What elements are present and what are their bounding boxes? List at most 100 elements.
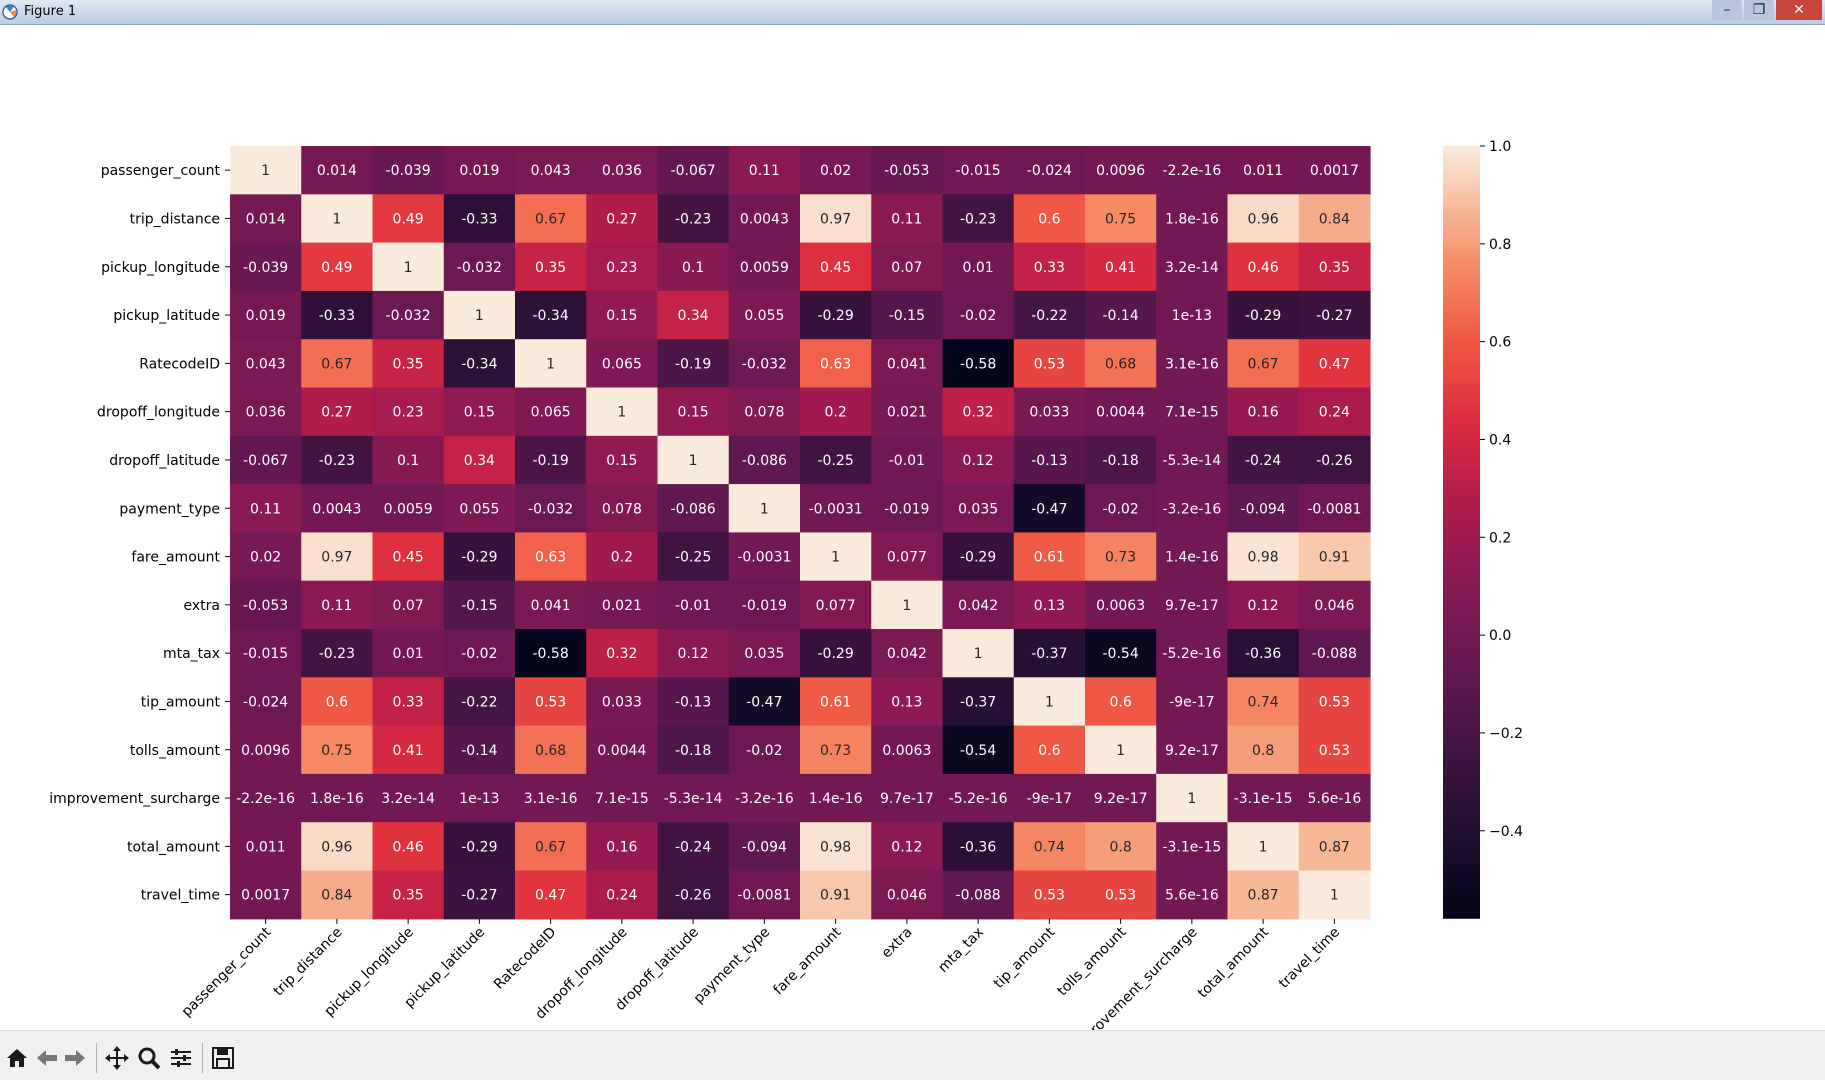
heatmap-cell <box>230 822 302 872</box>
cell-annotation: 0.041 <box>887 356 927 372</box>
cell-annotation: 0.53 <box>535 694 566 710</box>
heatmap-cell <box>657 194 730 244</box>
y-tick-label: payment_type <box>119 501 220 517</box>
cell-annotation: 0.2 <box>611 550 633 566</box>
colorbar-tick-label: 0.4 <box>1489 432 1511 448</box>
cell-annotation: -5.3e-14 <box>664 791 723 807</box>
heatmap-cell <box>1085 146 1157 195</box>
cell-annotation: 0.53 <box>1034 888 1065 904</box>
heatmap-cell <box>301 677 374 727</box>
cell-annotation: 0.0044 <box>1096 405 1145 421</box>
heatmap-cell <box>515 290 587 340</box>
heatmap-cell <box>657 146 730 195</box>
cell-annotation: 0.02 <box>250 550 281 566</box>
heatmap-cell <box>1013 773 1086 823</box>
heatmap-cell <box>1156 532 1229 582</box>
close-button[interactable]: ✕ <box>1776 0 1822 20</box>
minimize-button[interactable]: – <box>1712 0 1742 20</box>
cell-annotation: 0.73 <box>820 743 851 759</box>
x-tick-label: fare_amount <box>770 924 844 998</box>
cell-annotation: 0.47 <box>1319 356 1350 372</box>
home-button[interactable] <box>4 1045 30 1071</box>
cell-annotation: 0.014 <box>246 211 286 227</box>
cell-annotation: 9.2e-17 <box>1094 791 1148 807</box>
cell-annotation: -0.24 <box>675 839 711 855</box>
heatmap-cell <box>301 822 374 872</box>
heatmap-cell <box>586 629 659 678</box>
heatmap-cell <box>586 435 659 485</box>
cell-annotation: -0.29 <box>960 550 996 566</box>
cell-annotation: -0.019 <box>742 598 787 614</box>
y-tick-label: pickup_latitude <box>113 308 220 324</box>
heatmap-cell <box>1227 387 1300 437</box>
cell-annotation: -0.29 <box>461 550 497 566</box>
cell-annotation: -0.0081 <box>1307 501 1361 517</box>
heatmap-cell <box>1085 290 1157 340</box>
cell-annotation: -0.01 <box>675 598 711 614</box>
y-tick-label: pickup_longitude <box>101 260 220 276</box>
heatmap-cell <box>728 629 801 678</box>
heatmap-cell <box>1156 822 1229 872</box>
heatmap-cell <box>871 580 944 630</box>
colorbar-ticks: 1.0 0.8 0.6 0.4 0.2 0.0 −0.2 −0.4 <box>1480 139 1523 840</box>
cell-annotation: -0.27 <box>461 888 497 904</box>
heatmap-cell <box>301 870 374 920</box>
figure-canvas[interactable]: 1 0.014 -0.039 0.019 0.043 0.036 -0.067 0.11 0.0… <box>0 25 1825 1056</box>
cell-annotation: 1 <box>1116 743 1125 759</box>
cell-annotation: -0.23 <box>319 453 355 469</box>
cell-annotation: 0.84 <box>321 888 352 904</box>
cell-annotation: -0.19 <box>533 453 569 469</box>
cell-annotation: 0.41 <box>1105 260 1136 276</box>
cell-annotation: 0.46 <box>393 839 424 855</box>
heatmap-cell <box>1013 822 1086 872</box>
save-button[interactable] <box>210 1045 236 1071</box>
cell-annotation: -0.33 <box>319 308 355 324</box>
zoom-button[interactable] <box>136 1045 162 1071</box>
heatmap-cell <box>443 773 516 823</box>
y-tick-label: total_amount <box>127 839 221 855</box>
cell-annotation: 0.0017 <box>1310 163 1359 179</box>
cell-annotation: 0.0059 <box>740 260 789 276</box>
colorbar-tick-label: 0.0 <box>1489 628 1511 644</box>
cell-annotation: -0.067 <box>671 163 716 179</box>
heatmap-cell <box>871 339 944 389</box>
back-button[interactable] <box>34 1045 60 1071</box>
heatmap-cell <box>1298 435 1371 485</box>
configure-subplots-button[interactable] <box>168 1045 194 1071</box>
heatmap-cell <box>1298 677 1371 727</box>
cell-annotation: -0.032 <box>742 356 787 372</box>
cell-annotation: -0.086 <box>742 453 787 469</box>
pan-button[interactable] <box>104 1045 130 1071</box>
heatmap-cell <box>1298 339 1371 389</box>
forward-button[interactable] <box>62 1045 88 1071</box>
heatmap-cell <box>515 242 587 292</box>
heatmap-cell <box>301 339 374 389</box>
cell-annotation: 0.68 <box>535 743 566 759</box>
cell-annotation: -0.58 <box>960 356 996 372</box>
heatmap-cell <box>230 580 302 630</box>
x-tick-label: travel_time <box>1276 924 1343 991</box>
cell-annotation: 0.27 <box>321 405 352 421</box>
cell-annotation: 7.1e-15 <box>1165 405 1219 421</box>
heatmap-cell <box>301 580 374 630</box>
cell-annotation: 0.046 <box>1314 598 1354 614</box>
heatmap-cell <box>1227 870 1300 920</box>
heatmap-cell <box>1085 387 1157 437</box>
cell-annotation: 0.35 <box>393 888 424 904</box>
heatmap-cell <box>942 484 1015 533</box>
cell-annotation: 0.49 <box>393 211 424 227</box>
heatmap-cell <box>1085 580 1157 630</box>
heatmap-cell <box>657 435 730 485</box>
heatmap-cell <box>443 435 516 485</box>
heatmap-annotations: 1 0.014 -0.039 0.019 0.043 0.036 -0.067 0.11 0.0… <box>236 163 1361 904</box>
zoom-icon <box>138 1047 161 1070</box>
cell-annotation: 0.12 <box>678 646 709 662</box>
heatmap-cell <box>1013 484 1086 533</box>
cell-annotation: 1.8e-16 <box>310 791 364 807</box>
cell-annotation: 0.33 <box>1034 260 1065 276</box>
y-tick-label: fare_amount <box>131 550 220 566</box>
heatmap-cell <box>301 194 374 244</box>
heatmap-cell <box>1156 725 1229 775</box>
cell-annotation: -0.02 <box>1103 501 1139 517</box>
maximize-button[interactable]: ❐ <box>1744 0 1774 20</box>
